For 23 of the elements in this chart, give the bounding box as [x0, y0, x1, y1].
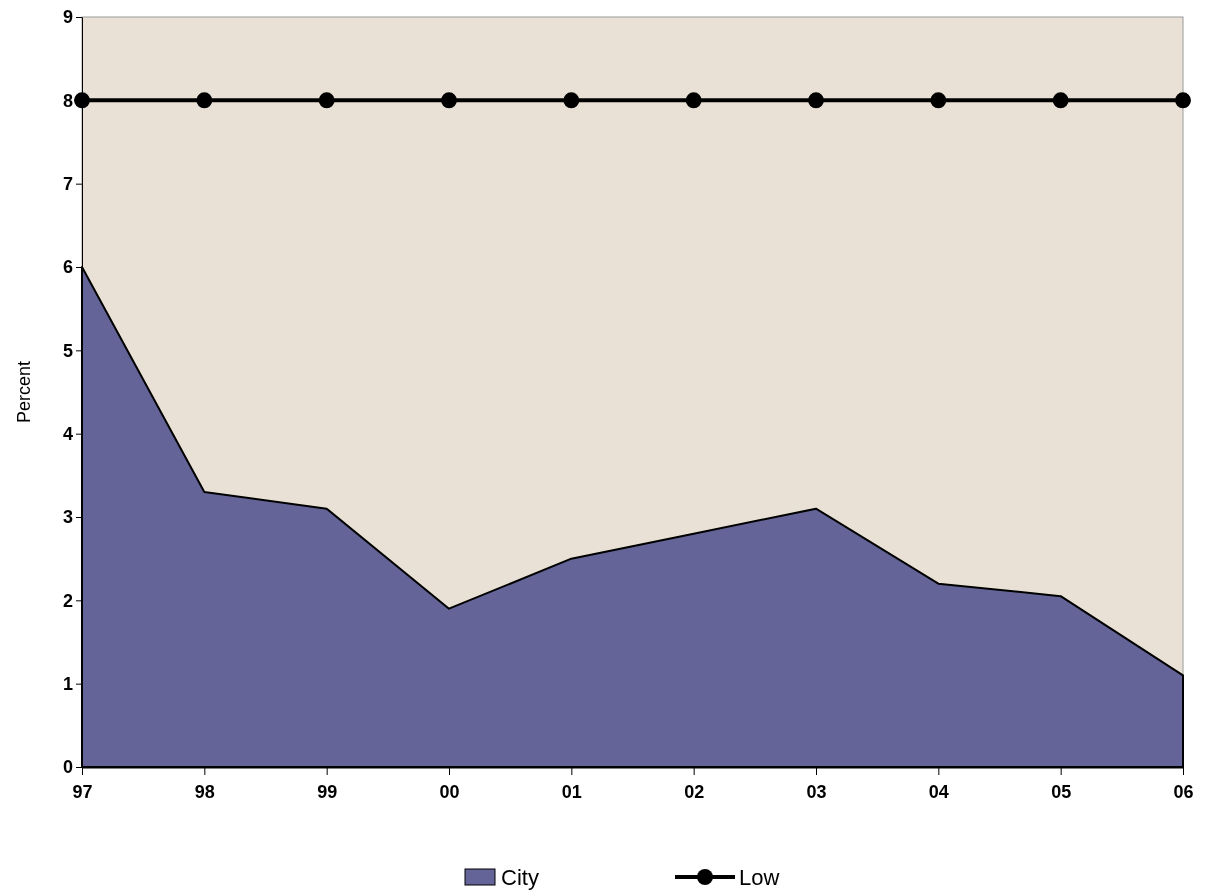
x-tick-label: 99 — [317, 781, 338, 802]
legend-label: City — [501, 865, 539, 890]
x-tick-label: 01 — [561, 781, 582, 802]
x-tick-label: 97 — [72, 781, 93, 802]
y-tick-label: 5 — [62, 340, 73, 361]
y-tick-label: 8 — [62, 90, 73, 111]
x-tick-label: 03 — [806, 781, 827, 802]
x-tick-label: 00 — [439, 781, 460, 802]
x-tick-label: 05 — [1051, 781, 1072, 802]
y-tick-label: 4 — [62, 423, 73, 444]
y-tick-label: 0 — [62, 757, 73, 778]
x-tick-label: 98 — [194, 781, 215, 802]
x-tick-label: 06 — [1173, 781, 1194, 802]
y-axis-title: Percent — [14, 360, 34, 424]
y-tick-label: 6 — [62, 257, 73, 278]
y-tick-label: 7 — [62, 173, 73, 194]
x-tick-label: 04 — [928, 781, 949, 802]
x-tick-label: 02 — [684, 781, 705, 802]
legend-label: Low — [739, 865, 780, 890]
y-tick-label: 3 — [62, 507, 73, 528]
y-tick-label: 1 — [62, 673, 73, 694]
y-tick-label: 9 — [62, 7, 73, 28]
y-tick-label: 2 — [62, 590, 73, 611]
